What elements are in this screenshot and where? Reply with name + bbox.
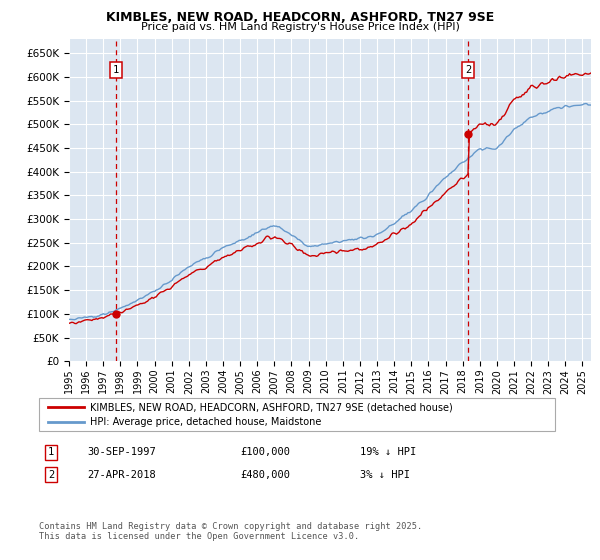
Text: HPI: Average price, detached house, Maidstone: HPI: Average price, detached house, Maid… xyxy=(90,417,322,427)
Text: KIMBLES, NEW ROAD, HEADCORN, ASHFORD, TN27 9SE: KIMBLES, NEW ROAD, HEADCORN, ASHFORD, TN… xyxy=(106,11,494,24)
Text: £100,000: £100,000 xyxy=(240,447,290,458)
Text: 2: 2 xyxy=(465,65,471,75)
Text: 2: 2 xyxy=(48,470,54,480)
Text: 30-SEP-1997: 30-SEP-1997 xyxy=(87,447,156,458)
Text: 19% ↓ HPI: 19% ↓ HPI xyxy=(360,447,416,458)
Text: 1: 1 xyxy=(48,447,54,458)
Text: Contains HM Land Registry data © Crown copyright and database right 2025.
This d: Contains HM Land Registry data © Crown c… xyxy=(39,522,422,542)
Text: 1: 1 xyxy=(113,65,119,75)
Text: 27-APR-2018: 27-APR-2018 xyxy=(87,470,156,480)
Text: KIMBLES, NEW ROAD, HEADCORN, ASHFORD, TN27 9SE (detached house): KIMBLES, NEW ROAD, HEADCORN, ASHFORD, TN… xyxy=(90,402,453,412)
Text: 3% ↓ HPI: 3% ↓ HPI xyxy=(360,470,410,480)
Text: £480,000: £480,000 xyxy=(240,470,290,480)
Text: Price paid vs. HM Land Registry's House Price Index (HPI): Price paid vs. HM Land Registry's House … xyxy=(140,22,460,32)
